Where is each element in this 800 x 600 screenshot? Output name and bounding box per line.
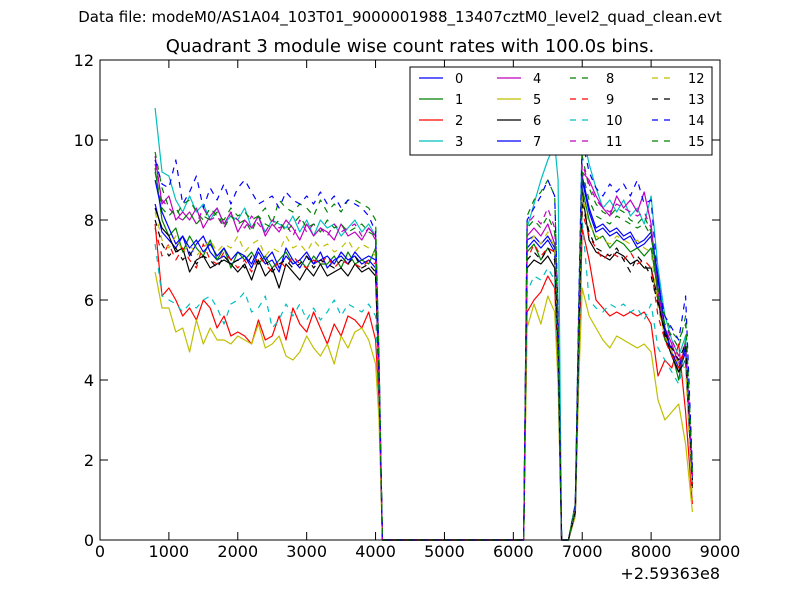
plot-area xyxy=(154,107,693,541)
series-line-5 xyxy=(154,271,693,541)
legend-label-1: 1 xyxy=(455,93,463,108)
y-tick-label: 10 xyxy=(74,131,94,150)
axis-ticks: 0 1000 2000 3000 4000 5000 6000 7000 8000 9000 0 2 4… xyxy=(74,51,741,583)
y-tick-label: 12 xyxy=(74,51,94,70)
x-tick-label: 1000 xyxy=(149,542,190,561)
chart-title: Quadrant 3 module wise count rates with … xyxy=(165,36,655,57)
x-tick-label: 4000 xyxy=(355,542,396,561)
y-tick-label: 0 xyxy=(84,531,94,550)
x-tick-label: 2000 xyxy=(217,542,258,561)
legend-label-7: 7 xyxy=(533,135,541,150)
legend-label-15: 15 xyxy=(688,135,705,150)
figure-suptitle: Data file: modeM0/AS1A04_103T01_90000019… xyxy=(78,8,722,26)
x-tick-label: 7000 xyxy=(562,542,603,561)
y-tick-label: 6 xyxy=(84,291,94,310)
legend-label-3: 3 xyxy=(455,135,463,150)
legend-label-11: 11 xyxy=(606,135,623,150)
legend-label-2: 2 xyxy=(455,114,463,129)
legend-label-10: 10 xyxy=(606,114,623,129)
series-line-7 xyxy=(154,175,693,541)
legend-label-4: 4 xyxy=(533,72,541,87)
series-line-2 xyxy=(154,223,693,541)
series-line-10 xyxy=(154,219,693,541)
series-line-0 xyxy=(154,179,693,541)
y-tick-label: 4 xyxy=(84,371,94,390)
y-tick-label: 2 xyxy=(84,451,94,470)
x-tick-label: 0 xyxy=(95,542,105,561)
legend-label-14: 14 xyxy=(688,114,705,129)
series-line-3 xyxy=(154,107,693,541)
legend-label-8: 8 xyxy=(606,72,614,87)
series-line-11 xyxy=(154,163,693,541)
legend-label-12: 12 xyxy=(688,72,705,87)
x-tick-label: 5000 xyxy=(424,542,465,561)
legend-label-0: 0 xyxy=(455,72,463,87)
legend-label-13: 13 xyxy=(688,93,705,108)
x-tick-label: 6000 xyxy=(493,542,534,561)
series-line-6 xyxy=(154,191,693,541)
series-line-14 xyxy=(154,139,693,541)
x-tick-label: 3000 xyxy=(286,542,327,561)
legend-label-5: 5 xyxy=(533,93,541,108)
x-offset-label: +2.59363e8 xyxy=(620,564,720,583)
series-line-1 xyxy=(154,167,693,541)
legend-box xyxy=(409,66,713,156)
x-tick-label: 9000 xyxy=(700,542,741,561)
y-tick-label: 8 xyxy=(84,211,94,230)
series-line-13 xyxy=(154,203,693,541)
series-line-12 xyxy=(154,195,693,541)
x-tick-label: 8000 xyxy=(631,542,672,561)
legend-label-9: 9 xyxy=(606,93,614,108)
series-line-15 xyxy=(154,171,693,541)
legend-label-6: 6 xyxy=(533,114,541,129)
